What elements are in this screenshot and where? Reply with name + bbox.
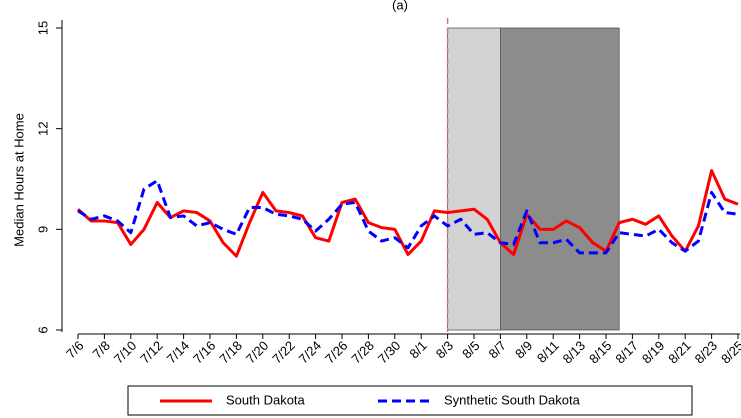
series-line (77, 169, 739, 258)
y-tick-label: 9 (35, 226, 50, 233)
legend-label: Synthetic South Dakota (444, 392, 581, 407)
x-tick-label: 8/21 (665, 338, 694, 367)
x-tick-label: 7/10 (111, 338, 140, 367)
x-tick-label: 8/7 (486, 338, 509, 361)
x-tick-label: 8/1 (406, 338, 429, 361)
x-tick-label: 8/19 (639, 338, 668, 367)
x-tick-label: 7/30 (375, 338, 404, 367)
x-tick-label: 8/13 (560, 338, 589, 367)
x-tick-label: 7/8 (90, 338, 113, 361)
x-tick-label: 8/5 (459, 338, 482, 361)
x-tick-label: 8/23 (692, 338, 721, 367)
shaded-region (499, 27, 620, 331)
x-tick-label: 8/9 (512, 338, 535, 361)
x-tick-label: 7/16 (190, 338, 219, 367)
legend-label: South Dakota (226, 392, 306, 407)
x-tick-label: 8/15 (586, 338, 615, 367)
x-tick-label: 8/17 (612, 338, 641, 367)
x-tick-label: 8/3 (433, 338, 456, 361)
x-tick-label: 7/12 (137, 338, 166, 367)
x-tick-label: 7/22 (269, 338, 298, 367)
x-tick-label: 7/14 (164, 338, 193, 367)
y-tick-label: 6 (35, 326, 50, 333)
series-line (77, 179, 739, 255)
y-axis-label: Median Hours at Home (11, 113, 26, 247)
x-tick-label: 8/25 (718, 338, 741, 367)
x-tick-label: 7/6 (63, 338, 86, 361)
shaded-region (447, 27, 501, 331)
x-tick-label: 7/18 (216, 338, 245, 367)
y-tick-label: 15 (35, 21, 50, 35)
x-tick-label: 7/28 (348, 338, 377, 367)
x-tick-label: 7/24 (296, 338, 325, 367)
x-tick-label: 8/11 (534, 338, 562, 366)
chart-title: (a) (392, 0, 408, 12)
x-tick-label: 7/20 (243, 338, 272, 367)
y-tick-label: 12 (35, 121, 50, 135)
x-tick-label: 7/26 (322, 338, 351, 367)
